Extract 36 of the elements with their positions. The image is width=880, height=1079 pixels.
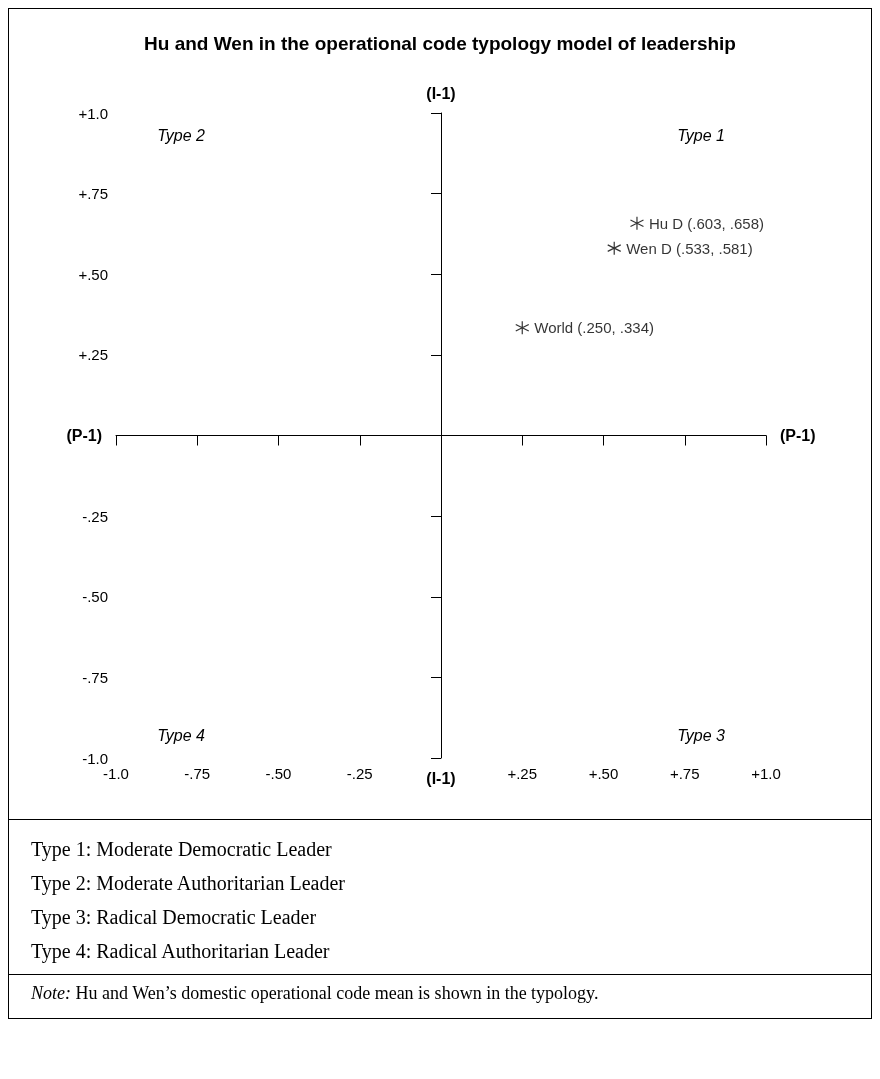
y-tick-label: +.75: [78, 185, 108, 203]
x-tick-label: +.75: [669, 765, 700, 782]
x-tick-label: +1.0: [751, 765, 781, 782]
y-axis-title: (I-1): [426, 84, 456, 102]
point: [629, 216, 645, 231]
text: (I-1): [426, 769, 456, 787]
text: (P-1): [780, 427, 816, 444]
point: [607, 241, 622, 256]
data-label: World (.250, .334): [534, 319, 655, 337]
annotation: Type 2: [157, 127, 205, 145]
y-tick-label: +1.0: [78, 104, 108, 122]
y-tick-label: -.75: [82, 668, 108, 686]
annotation: Type 1: [677, 127, 725, 145]
point: [515, 320, 530, 335]
data-label: Hu D (.603, .658): [648, 214, 765, 232]
annotation: Type 3: [677, 726, 725, 744]
text: Type 4: Radical Authoritarian Leader: [31, 939, 331, 965]
x-tick-label: +.25: [507, 765, 538, 782]
text: Type 1: Moderate Democratic Leader: [31, 837, 333, 863]
y-tick-label: -1.0: [82, 749, 108, 767]
y-tick-label: +.50: [78, 265, 108, 283]
y-tick-label: +.25: [78, 346, 108, 364]
x-axis-title: (P-1): [66, 427, 102, 444]
data-label: Wen D (.533, .581): [626, 239, 753, 257]
x-tick-label: -1.0: [103, 765, 129, 782]
x-tick-label: +.50: [588, 765, 619, 782]
x-tick-label: -.50: [265, 765, 292, 782]
x-tick-label: -.75: [184, 765, 211, 782]
y-tick-label: -.25: [82, 507, 108, 525]
annotation: Type 4: [157, 726, 205, 744]
chart-title: Hu and Wen in the operational code typology model of leadership: [144, 33, 736, 54]
x-tick-label: -.25: [346, 765, 373, 782]
y-tick-label: -.50: [82, 588, 108, 606]
text: Type 3: Radical Democratic Leader: [31, 905, 318, 931]
text: Note: Hu and Wen’s domestic operational code mean is shown in the typology.: [31, 983, 599, 1003]
text: Type 2: Moderate Authoritarian Leader: [31, 871, 347, 897]
